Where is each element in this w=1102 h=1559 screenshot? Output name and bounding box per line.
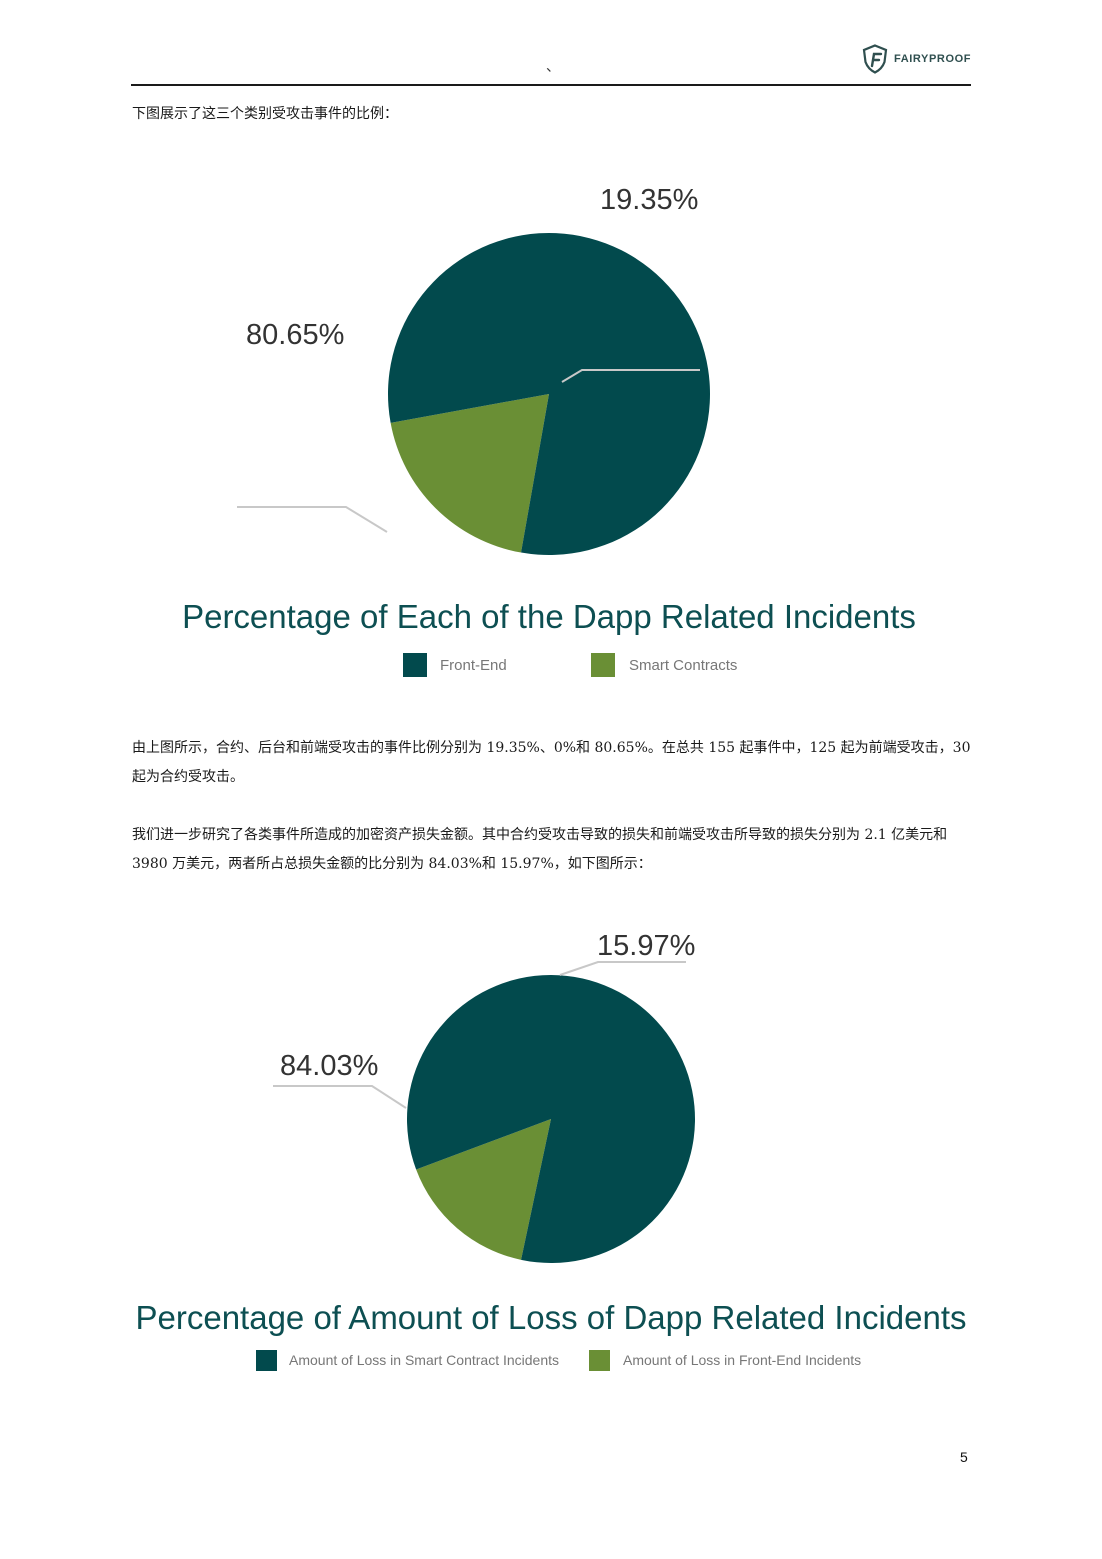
slice-label-smart-contract-loss: 84.03% (280, 1050, 378, 1082)
pie-slices (406, 975, 695, 1263)
page-number: 5 (960, 1449, 968, 1465)
leader-line-smart-contracts (561, 369, 700, 383)
chart-title: Percentage of Each of the Dapp Related I… (182, 598, 916, 635)
pie-chart-loss: 15.97% 84.03% Percentage of Amount of Lo… (135, 930, 967, 1371)
leader-line-front-end (237, 506, 388, 533)
legend-swatch-front-end-loss (589, 1350, 610, 1371)
legend-swatch-smart-contract-loss (256, 1350, 277, 1371)
pie-chart-incidents: 19.35% 80.65% Percentage of Each of the … (182, 184, 916, 677)
header-mark: 、 (546, 59, 560, 75)
legend-label-front-end: Front-End (440, 657, 507, 674)
loss-paragraph: 我们进一步研究了各类事件所造成的加密资产损失金额。其中合约受攻击导致的损失和前端… (132, 827, 948, 872)
leader-line-front-end-loss (559, 961, 686, 976)
slice-label-front-end: 80.65% (246, 319, 344, 351)
pie-slices (388, 232, 710, 555)
header-rule (131, 84, 971, 86)
legend-label-smart-contract-loss: Amount of Loss in Smart Contract Inciden… (289, 1352, 559, 1368)
pie-slice-amount-of-loss-in-smart-contract-incidents (406, 975, 695, 1263)
leader-line-smart-contract-loss (273, 1085, 407, 1109)
logo-text: FAIRYPROOF (894, 53, 972, 65)
pie-slice-front-end (388, 232, 710, 555)
intro-paragraph: 下图展示了这三个类别受攻击事件的比例： (132, 106, 398, 122)
chart-title: Percentage of Amount of Loss of Dapp Rel… (135, 1299, 966, 1336)
legend-label-smart-contracts: Smart Contracts (629, 657, 737, 674)
legend-swatch-front-end (403, 653, 427, 677)
slice-label-smart-contracts: 19.35% (600, 184, 698, 216)
legend-swatch-smart-contracts (591, 653, 615, 677)
pie-slice-amount-of-loss-in-front-end-incidents (416, 1119, 551, 1260)
slice-label-front-end-loss: 15.97% (597, 930, 695, 962)
fairyproof-shield-icon (862, 44, 888, 74)
pie-slice-smart-contracts (390, 394, 549, 553)
legend-label-front-end-loss: Amount of Loss in Front-End Incidents (623, 1352, 861, 1368)
result-paragraph: 由上图所示，合约、后台和前端受攻击的事件比例分别为 19.35%、0%和 80.… (132, 740, 971, 785)
logo: FAIRYPROOF (862, 44, 971, 74)
